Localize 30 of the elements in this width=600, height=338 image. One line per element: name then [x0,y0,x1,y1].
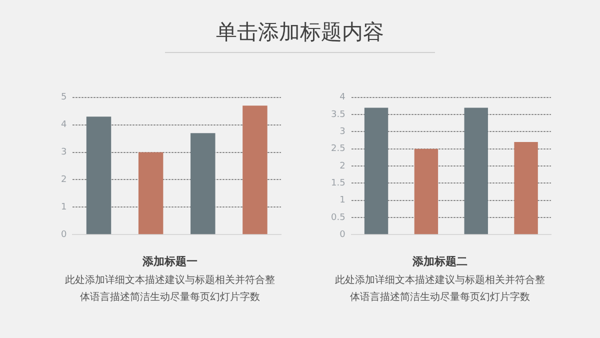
bar [464,108,488,234]
y-tick-label: 2 [60,175,67,186]
bar [414,148,438,234]
text: 此处添加详细文本描述建议与标题相关并符合整 [335,274,545,287]
text: 此处添加详细文本描述建议与标题相关并符合整 [65,274,275,287]
bar [242,106,268,234]
y-tick-label: 2.5 [330,144,346,154]
text: 单击添加标题内容 [215,19,385,46]
bar [514,142,538,234]
y-tick-label: 3 [340,127,346,138]
bar [364,108,388,234]
y-tick-label: 5 [60,92,67,103]
y-tick-label: 3 [60,148,67,158]
y-tick-label: 1 [60,202,67,213]
y-tick-label: 3.5 [330,110,346,120]
y-tick-label: 1.5 [330,178,346,188]
bar [190,133,216,234]
y-tick-label: 2 [340,161,346,172]
y-tick-label: 0 [340,230,346,240]
text: 体语言描述简洁生动尽量每页幻灯片字数 [80,290,260,304]
text: 添加标题二 [412,254,468,269]
text: 体语言描述简洁生动尽量每页幻灯片字数 [350,290,530,304]
bar [138,152,164,234]
y-tick-label: 4 [340,92,346,103]
y-tick-label: 4 [60,120,67,130]
y-tick-label: 1 [340,196,346,206]
y-tick-label: 0 [60,230,67,240]
text: 添加标题一 [142,254,198,269]
y-tick-label: 0.5 [330,212,346,223]
bar [86,116,112,234]
